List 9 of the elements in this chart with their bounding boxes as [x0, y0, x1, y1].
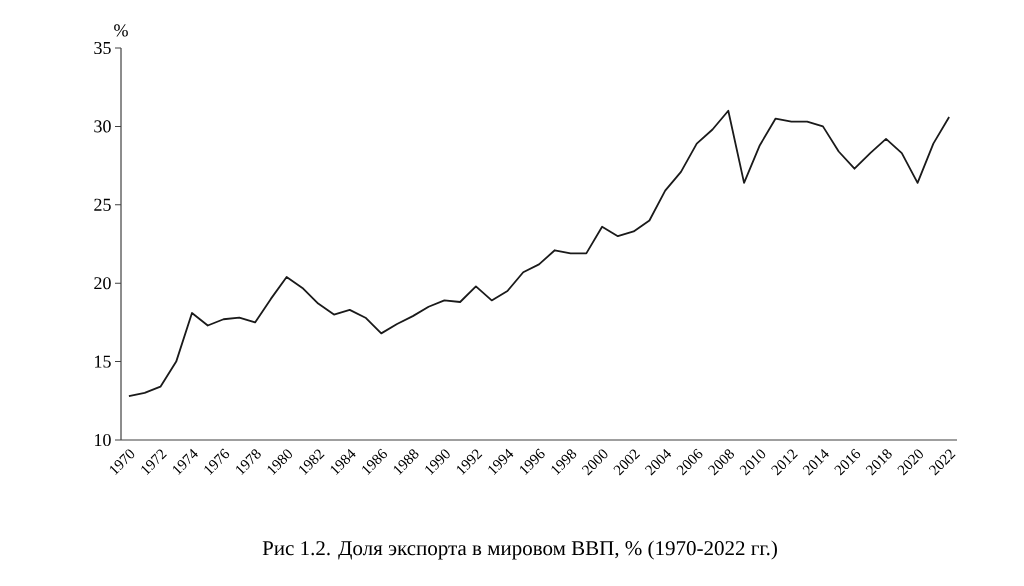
y-tick-label: 20: [94, 277, 111, 290]
y-tick-label: 15: [95, 355, 111, 368]
y-tick-label: 10: [95, 433, 111, 447]
y-tick-label: 35: [94, 41, 111, 55]
y-tick-label: 30: [94, 120, 111, 133]
y-tick-label: 25: [94, 198, 111, 211]
y-axis-title: %: [114, 24, 128, 37]
line-series: [127, 109, 951, 397]
text: Рис 1.2. Доля экспорта в мировом ВВП, % (1970-2022 гг.): [262, 540, 777, 560]
